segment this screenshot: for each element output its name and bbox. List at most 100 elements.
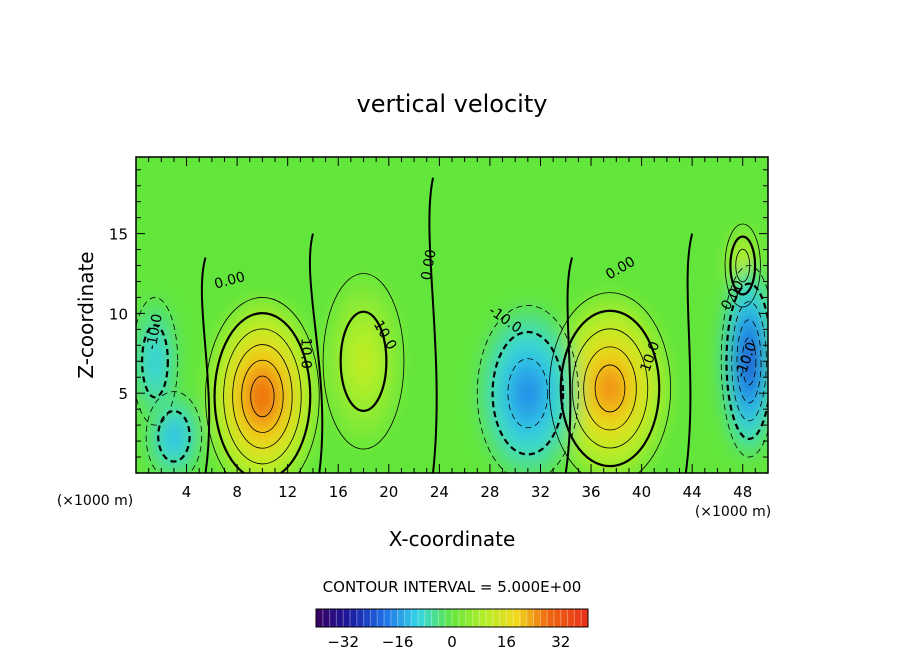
zero-contour bbox=[684, 233, 694, 473]
x-tick-label: 24 bbox=[430, 483, 449, 501]
field-level bbox=[151, 350, 159, 372]
field-level bbox=[599, 372, 621, 405]
contour-line bbox=[724, 223, 761, 308]
x-tick-label: 8 bbox=[232, 483, 242, 501]
y-tick-label: 15 bbox=[109, 226, 128, 244]
zero-contour bbox=[428, 177, 438, 473]
y-tick-label: 10 bbox=[109, 305, 128, 323]
colorbar-cell bbox=[397, 609, 405, 627]
colorbar-cell bbox=[418, 609, 425, 627]
colorbar-stripes bbox=[315, 608, 589, 628]
contour-line bbox=[205, 297, 320, 473]
colorbar-tick-label: 32 bbox=[551, 633, 570, 651]
colorbar-cell bbox=[540, 609, 548, 627]
colorbar-cell bbox=[452, 609, 459, 627]
colorbar-cell bbox=[520, 609, 527, 627]
y-axis: 5 10 15 bbox=[109, 169, 768, 458]
colorbar-cell bbox=[458, 609, 466, 627]
contour-value-label: 0.00 bbox=[419, 248, 440, 281]
colorbar-cell bbox=[370, 609, 378, 627]
colorbar-cell bbox=[424, 609, 432, 627]
colorbar-cell bbox=[506, 609, 514, 627]
contour-line bbox=[559, 309, 661, 468]
contour-line bbox=[141, 324, 169, 399]
field-level bbox=[744, 345, 754, 378]
colorbar-tick-label: 16 bbox=[497, 633, 516, 651]
contour-lines bbox=[136, 177, 768, 473]
contour-line bbox=[223, 328, 302, 465]
contour-line bbox=[507, 358, 549, 429]
colorbar-cell bbox=[567, 609, 575, 627]
x-tick-label: 44 bbox=[683, 483, 702, 501]
colorbar-cell bbox=[438, 609, 446, 627]
contour-value-label: -10.0 bbox=[144, 313, 166, 351]
colorbar-cell bbox=[479, 609, 486, 627]
x-tick-label: 16 bbox=[329, 483, 348, 501]
zero-contour bbox=[564, 257, 574, 473]
colorbar-cell bbox=[574, 609, 582, 627]
colorbar-cell bbox=[533, 609, 541, 627]
contour-line bbox=[145, 391, 203, 473]
colorbar-cell bbox=[492, 609, 500, 627]
plot-area bbox=[136, 157, 768, 473]
colorbar-tick-label: 0 bbox=[447, 633, 457, 651]
contour-line bbox=[548, 292, 672, 473]
contour-interval-label: CONTOUR INTERVAL = 5.000E+00 bbox=[323, 578, 582, 596]
contour-line bbox=[725, 282, 768, 441]
x-unit-label-left: (×1000 m) bbox=[57, 493, 133, 509]
x-unit-label-right: (×1000 m) bbox=[695, 504, 771, 520]
colorbar-cell bbox=[336, 609, 344, 627]
x-tick-label: 28 bbox=[480, 483, 499, 501]
colorbar-cell bbox=[350, 609, 357, 627]
colorbar-cell bbox=[486, 609, 493, 627]
colorbar-cell bbox=[316, 609, 323, 627]
contour-line bbox=[241, 359, 284, 433]
contour-line bbox=[583, 346, 637, 431]
field-level bbox=[169, 428, 179, 444]
contour-value-label: 0.00 bbox=[213, 269, 247, 293]
x-tick-label: 4 bbox=[182, 483, 192, 501]
field-level bbox=[356, 346, 371, 376]
colorbar-cell bbox=[356, 609, 364, 627]
colorbar-tick-label: −32 bbox=[327, 633, 359, 651]
contour-line bbox=[491, 330, 565, 456]
colorbar-cell bbox=[472, 609, 480, 627]
colorbar-cell bbox=[547, 609, 554, 627]
contour-value-label: 10.0 bbox=[298, 338, 314, 369]
colorbar-cell bbox=[343, 609, 350, 627]
colorbar-cell bbox=[526, 609, 534, 627]
contour-line bbox=[736, 319, 762, 404]
colorbar-cell bbox=[377, 609, 384, 627]
colorbar-cell bbox=[411, 609, 418, 627]
contour-line bbox=[250, 375, 275, 418]
x-tick-label: 32 bbox=[531, 483, 550, 501]
colorbar-cell bbox=[329, 609, 337, 627]
y-axis-title: Z-coordinate bbox=[74, 251, 98, 378]
contour-line bbox=[729, 235, 757, 296]
colorbar-tick-label: −16 bbox=[382, 633, 414, 651]
zero-contour bbox=[308, 233, 324, 473]
x-tick-label: 40 bbox=[632, 483, 651, 501]
x-tick-label: 12 bbox=[278, 483, 297, 501]
colorbar-cell bbox=[322, 609, 330, 627]
colorbar-cell bbox=[431, 609, 439, 627]
velocity-field bbox=[136, 224, 768, 473]
contour-line bbox=[594, 364, 626, 413]
chart-title: vertical velocity bbox=[357, 90, 548, 118]
colorbar-cell bbox=[404, 609, 412, 627]
colorbar-cell bbox=[384, 609, 391, 627]
colorbar-cell bbox=[465, 609, 473, 627]
x-tick-label: 36 bbox=[581, 483, 600, 501]
colorbar-frame bbox=[315, 608, 589, 628]
zero-contour bbox=[200, 257, 211, 473]
colorbar-cell bbox=[390, 609, 398, 627]
contour-line bbox=[157, 409, 191, 463]
contour-line bbox=[136, 297, 179, 426]
contour-line bbox=[720, 265, 768, 458]
colorbar-cell bbox=[560, 609, 568, 627]
field-level bbox=[252, 379, 272, 413]
x-tick-label: 48 bbox=[733, 483, 752, 501]
contour-line bbox=[741, 337, 757, 386]
colorbar: −32 −16 0 16 32 bbox=[315, 608, 589, 651]
contour-line bbox=[339, 310, 388, 412]
